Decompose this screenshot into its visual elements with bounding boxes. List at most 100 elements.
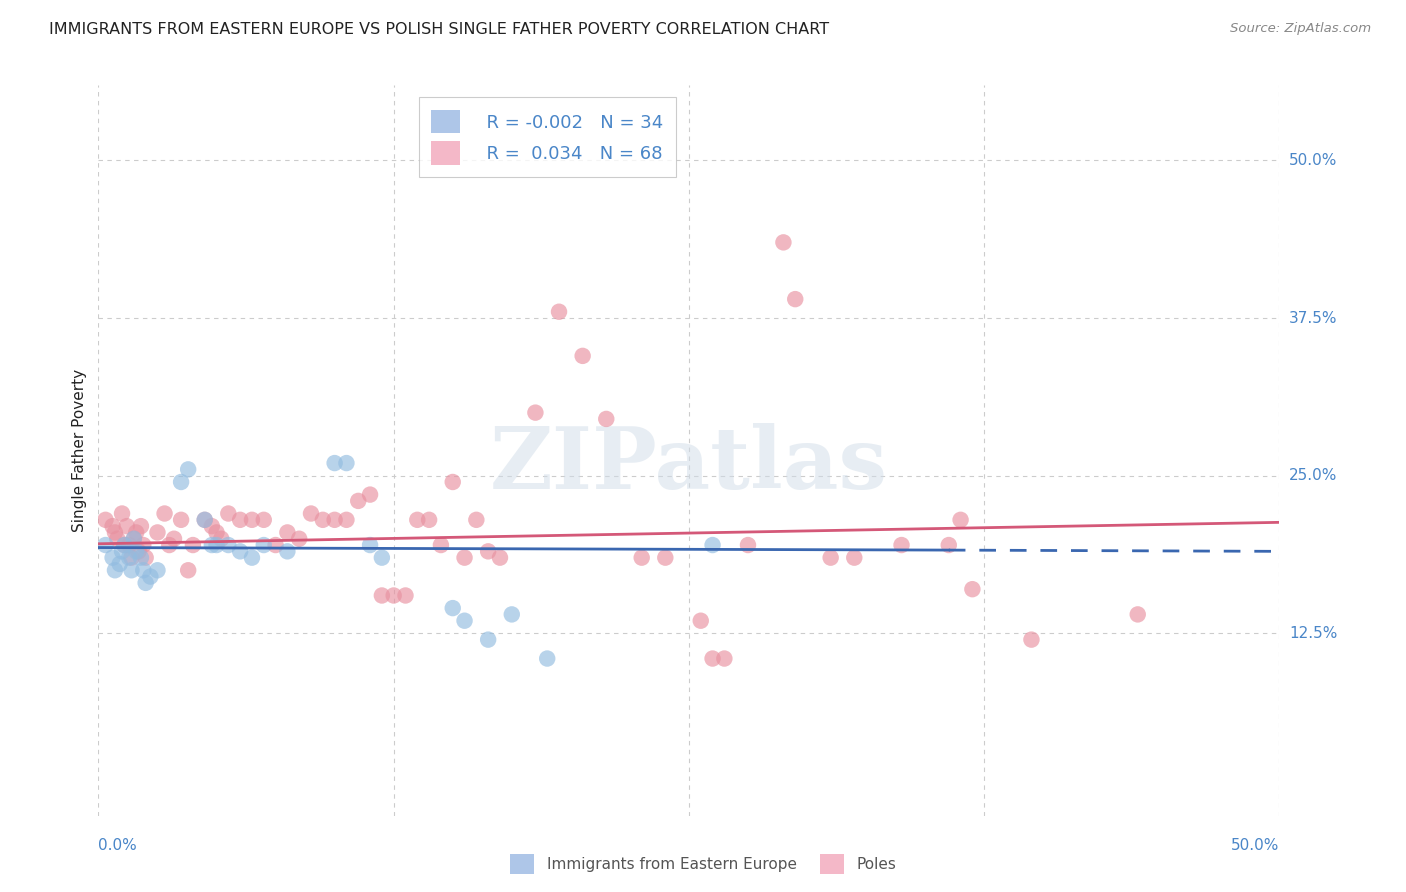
Point [477,544,499,558]
Point [170,475,193,489]
Point [418,513,440,527]
Point [177,462,200,476]
Legend: Immigrants from Eastern Europe, Poles: Immigrants from Eastern Europe, Poles [503,848,903,880]
Point [359,538,381,552]
Y-axis label: Single Father Poverty: Single Father Poverty [72,369,87,532]
Point [962,582,984,597]
Point [209,532,232,546]
Point [323,513,346,527]
Point [132,563,155,577]
Point [105,532,128,546]
Text: ZIPatlas: ZIPatlas [489,423,889,507]
Point [104,525,127,540]
Point [112,538,135,552]
Text: 25.0%: 25.0% [1289,468,1337,483]
Point [181,538,204,552]
Point [135,550,157,565]
Point [702,538,724,552]
Point [524,406,547,420]
Point [654,550,676,565]
Point [571,349,593,363]
Point [253,538,276,552]
Point [121,563,143,577]
Point [217,538,239,552]
Point [335,513,357,527]
Point [689,614,711,628]
Point [548,304,571,318]
Point [121,550,143,565]
Point [441,601,464,615]
Point [371,550,394,565]
Point [112,538,135,552]
Point [94,513,117,527]
Point [820,550,842,565]
Text: 37.5%: 37.5% [1289,310,1337,326]
Point [299,507,322,521]
Point [430,538,453,552]
Point [630,550,652,565]
Point [217,507,239,521]
Point [135,575,157,590]
Point [276,544,298,558]
Point [157,538,180,552]
Legend:   R = -0.002   N = 34,   R =  0.034   N = 68: R = -0.002 N = 34, R = 0.034 N = 68 [419,97,676,178]
Point [101,550,124,565]
Point [595,412,617,426]
Point [101,519,124,533]
Point [194,513,217,527]
Point [125,525,148,540]
Point [536,651,558,665]
Point [713,651,735,665]
Point [122,532,145,546]
Text: Source: ZipAtlas.com: Source: ZipAtlas.com [1230,22,1371,36]
Text: 50.0%: 50.0% [1232,838,1279,853]
Point [465,513,488,527]
Point [129,519,152,533]
Point [240,550,263,565]
Point [489,550,512,565]
Point [253,513,276,527]
Point [394,589,416,603]
Point [146,525,169,540]
Point [890,538,912,552]
Point [323,456,346,470]
Point [785,292,807,306]
Point [104,563,127,577]
Point [335,456,357,470]
Point [702,651,724,665]
Point [453,550,475,565]
Point [129,550,152,565]
Point [201,519,224,533]
Point [844,550,866,565]
Point [108,557,131,571]
Point [205,538,228,552]
Point [312,513,335,527]
Text: 50.0%: 50.0% [1289,153,1337,168]
Point [737,538,759,552]
Point [122,532,145,546]
Point [949,513,972,527]
Point [359,487,381,501]
Point [111,544,134,558]
Point [441,475,464,489]
Point [264,538,287,552]
Point [201,538,224,552]
Point [347,494,370,508]
Point [170,513,193,527]
Point [772,235,794,250]
Text: 12.5%: 12.5% [1289,626,1337,640]
Point [194,513,217,527]
Point [153,507,176,521]
Point [406,513,429,527]
Point [229,513,252,527]
Point [288,532,311,546]
Point [205,525,228,540]
Point [938,538,960,552]
Text: 0.0%: 0.0% [98,838,138,853]
Text: IMMIGRANTS FROM EASTERN EUROPE VS POLISH SINGLE FATHER POVERTY CORRELATION CHART: IMMIGRANTS FROM EASTERN EUROPE VS POLISH… [49,22,830,37]
Point [501,607,523,622]
Point [125,544,148,558]
Point [477,632,499,647]
Point [118,538,141,552]
Point [132,538,155,552]
